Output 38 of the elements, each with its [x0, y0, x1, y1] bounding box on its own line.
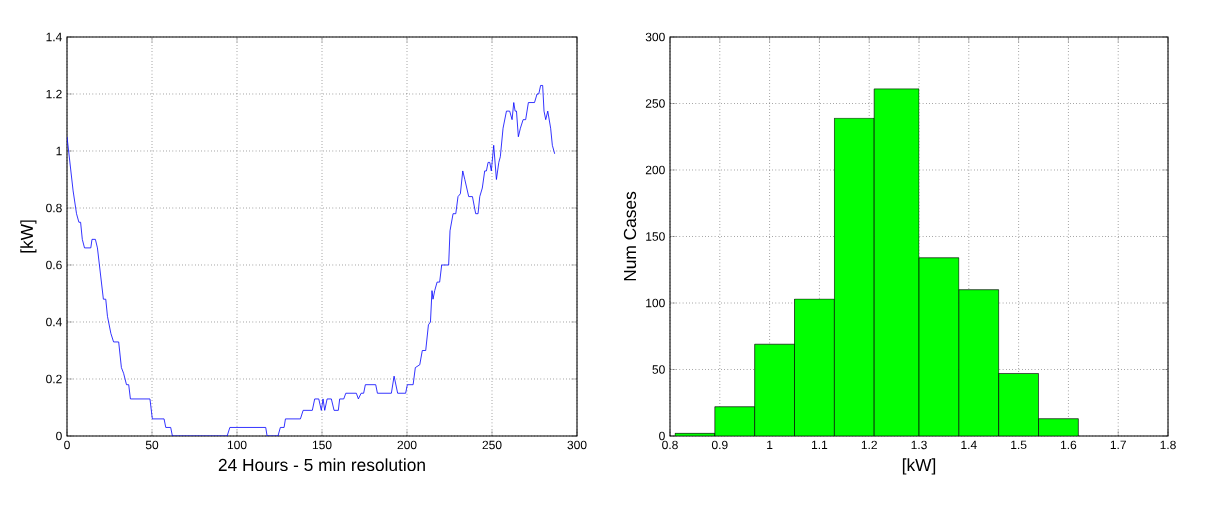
- y-tick-label: 50: [652, 365, 665, 374]
- x-tick-label: 100: [227, 440, 247, 450]
- x-tick-label: 1.6: [1060, 440, 1077, 450]
- x-tick-label: 1.7: [1110, 440, 1126, 449]
- y-axis-title: Num Cases: [623, 191, 637, 281]
- x-tick-label: 1.8: [1160, 440, 1176, 450]
- x-tick-label: 1.1: [811, 440, 828, 449]
- x-axis-title: [kW]: [902, 458, 936, 475]
- x-tick-label: 0.8: [662, 440, 678, 450]
- y-tick-label: 250: [645, 99, 665, 108]
- y-tick-label: 100: [646, 298, 665, 308]
- x-tick-label: 0: [64, 440, 70, 450]
- x-tick-label: 250: [482, 440, 502, 450]
- y-axis-title: [kW]: [20, 220, 37, 253]
- x-tick-label: 150: [312, 440, 332, 450]
- y-tick-label: 0: [659, 431, 665, 441]
- x-tick-label: 0.9: [711, 440, 728, 450]
- x-tick-label: 1.3: [911, 440, 927, 450]
- x-tick-label: 200: [397, 440, 417, 450]
- y-tick-label: 1.4: [46, 32, 62, 42]
- x-tick-label: 1.2: [861, 440, 877, 450]
- x-tick-label: 1: [767, 440, 773, 449]
- y-tick-label: 1: [56, 146, 62, 156]
- x-tick-label: 1.4: [961, 440, 977, 449]
- x-tick-label: 50: [145, 440, 159, 450]
- x-axis-title: 24 Hours - 5 min resolution: [218, 458, 425, 472]
- y-tick-label: 0: [56, 431, 62, 441]
- y-tick-label: 200: [645, 165, 665, 175]
- y-tick-label: 0.8: [46, 203, 62, 213]
- x-tick-label: 300: [567, 440, 587, 450]
- y-tick-label: 0.6: [46, 260, 62, 270]
- y-tick-label: 1.2: [46, 89, 62, 99]
- y-tick-label: 300: [645, 32, 665, 42]
- x-tick-label: 1.5: [1011, 440, 1027, 450]
- y-tick-label: 150: [646, 232, 665, 241]
- line-series: [67, 85, 556, 436]
- y-tick-label: 0.4: [46, 317, 62, 327]
- y-tick-label: 0.2: [46, 374, 62, 384]
